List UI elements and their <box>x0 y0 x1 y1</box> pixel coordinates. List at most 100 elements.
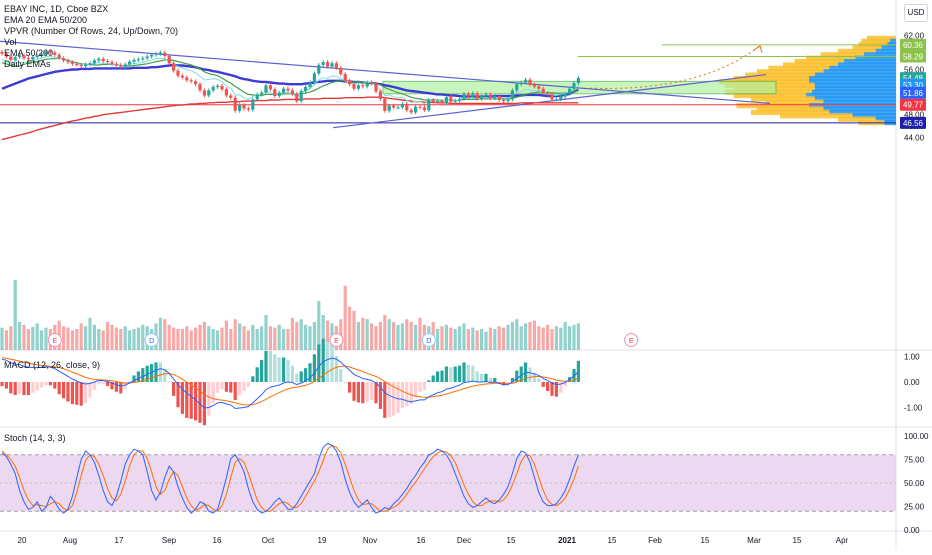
macd-histogram-bar <box>436 371 440 382</box>
volume-bar <box>97 329 101 350</box>
candle-body <box>502 100 506 102</box>
time-axis-label: 15 <box>793 536 802 545</box>
vpvr-down-row <box>756 106 824 112</box>
legend-ema[interactable]: EMA 20 EMA 50/200 <box>4 15 88 25</box>
volume-bar <box>35 323 39 350</box>
legend-ema2[interactable]: EMA 50/200 <box>4 48 54 58</box>
event-marker <box>144 333 159 347</box>
candle-body <box>97 58 101 61</box>
candle-body <box>0 51 4 54</box>
macd-histogram-bar <box>264 350 268 382</box>
macd-histogram-bar <box>480 373 484 382</box>
vpvr-up-row <box>864 52 896 58</box>
macd-histogram-bar <box>378 382 382 409</box>
candle-body <box>194 81 198 85</box>
stoch-axis-label: 0.00 <box>904 526 920 535</box>
vpvr-down-row <box>782 62 838 68</box>
candle-body <box>242 105 246 109</box>
projection-path <box>589 45 761 89</box>
macd-histogram-bar <box>194 382 198 421</box>
vpvr-up-row <box>823 69 896 75</box>
stoch-axis-label: 100.00 <box>904 432 929 441</box>
volume-bar <box>537 326 541 350</box>
volume-bar <box>400 323 404 350</box>
macd-histogram-bar <box>387 382 391 418</box>
currency-badge[interactable]: USD <box>904 4 928 22</box>
volume-bar <box>502 327 506 350</box>
vpvr-up-row <box>829 65 896 71</box>
candle-body <box>409 110 413 113</box>
macd-histogram-bar <box>444 366 448 382</box>
macd-histogram-bar <box>537 378 541 382</box>
macd-histogram-bar <box>370 382 374 400</box>
price-tag <box>900 116 926 129</box>
volume-bar <box>273 327 277 350</box>
macd-histogram-bar <box>317 344 321 382</box>
macd-signal-line <box>1 357 579 406</box>
candle-body <box>352 84 356 89</box>
volume-bar <box>220 327 224 350</box>
macd-histogram-bar <box>475 371 479 382</box>
macd-title[interactable]: MACD (12, 26, close, 9) <box>4 360 101 370</box>
volume-bar <box>264 315 268 350</box>
candle-body <box>260 92 264 95</box>
candle-body <box>167 55 171 64</box>
volume-bar <box>4 330 8 350</box>
candle-body <box>246 108 250 110</box>
candle-body <box>480 96 484 99</box>
legend-daily[interactable]: Daily EMAs <box>4 59 51 69</box>
volume-bar <box>22 324 26 350</box>
price-axis-label: 62.00 <box>904 32 925 41</box>
candle-body <box>506 99 510 102</box>
candle-body <box>114 63 118 65</box>
volume-bar <box>216 330 220 350</box>
candle-body <box>233 97 237 111</box>
candle-body <box>304 87 308 91</box>
projection-arrow <box>752 44 763 53</box>
macd-histogram-bar <box>488 377 492 382</box>
volume-bar <box>295 322 299 350</box>
macd-histogram-bar <box>136 371 140 382</box>
volume-bar <box>260 326 264 350</box>
price-tag-label: 46.56 <box>903 119 924 128</box>
volume-bar <box>493 329 497 350</box>
volume-bar <box>392 322 396 350</box>
legend-vol[interactable]: Vol <box>4 37 17 47</box>
candle-body <box>62 58 66 61</box>
time-axis-label: 15 <box>507 536 516 545</box>
macd-histogram-bar <box>128 382 132 383</box>
price-tag-label: 51.86 <box>903 89 924 98</box>
macd-histogram-bar <box>304 368 308 382</box>
candle-body <box>268 85 272 90</box>
volume-bar <box>308 326 312 350</box>
volume-bar <box>449 327 453 350</box>
candle-body <box>145 56 149 59</box>
macd-histogram-bar <box>383 382 387 418</box>
legend-vpvr[interactable]: VPVR (Number Of Rows, 24, Up/Down, 70) <box>4 26 179 36</box>
candle-body <box>453 100 457 102</box>
volume-bar <box>290 317 294 350</box>
candle-body <box>321 62 325 65</box>
legend-symbol[interactable]: EBAY INC, 1D, Cboe BZX <box>4 4 109 14</box>
volume-bar <box>40 330 44 350</box>
vpvr-down-row <box>733 75 809 82</box>
macd-histogram-bar <box>202 382 206 426</box>
volume-bar <box>326 320 330 350</box>
macd-histogram-bar <box>400 382 404 409</box>
candle-body <box>563 93 567 97</box>
ema20-line <box>1 57 579 102</box>
chart-legend: EBAY INC, 1D, Cboe BZX EMA 20 EMA 50/200… <box>4 4 178 70</box>
stoch-title[interactable]: Stoch (14, 3, 3) <box>4 433 66 443</box>
macd-histogram-bar <box>114 382 118 392</box>
macd-histogram-bar <box>79 382 83 406</box>
volume-bar <box>374 326 378 350</box>
volume-bar <box>238 323 242 350</box>
volume-bar <box>277 324 281 350</box>
candle-body <box>392 105 396 108</box>
macd-histogram-bar <box>242 382 246 391</box>
vpvr-up-row <box>823 106 896 112</box>
candle-body <box>546 93 550 95</box>
vpvr-up-row <box>829 109 896 116</box>
